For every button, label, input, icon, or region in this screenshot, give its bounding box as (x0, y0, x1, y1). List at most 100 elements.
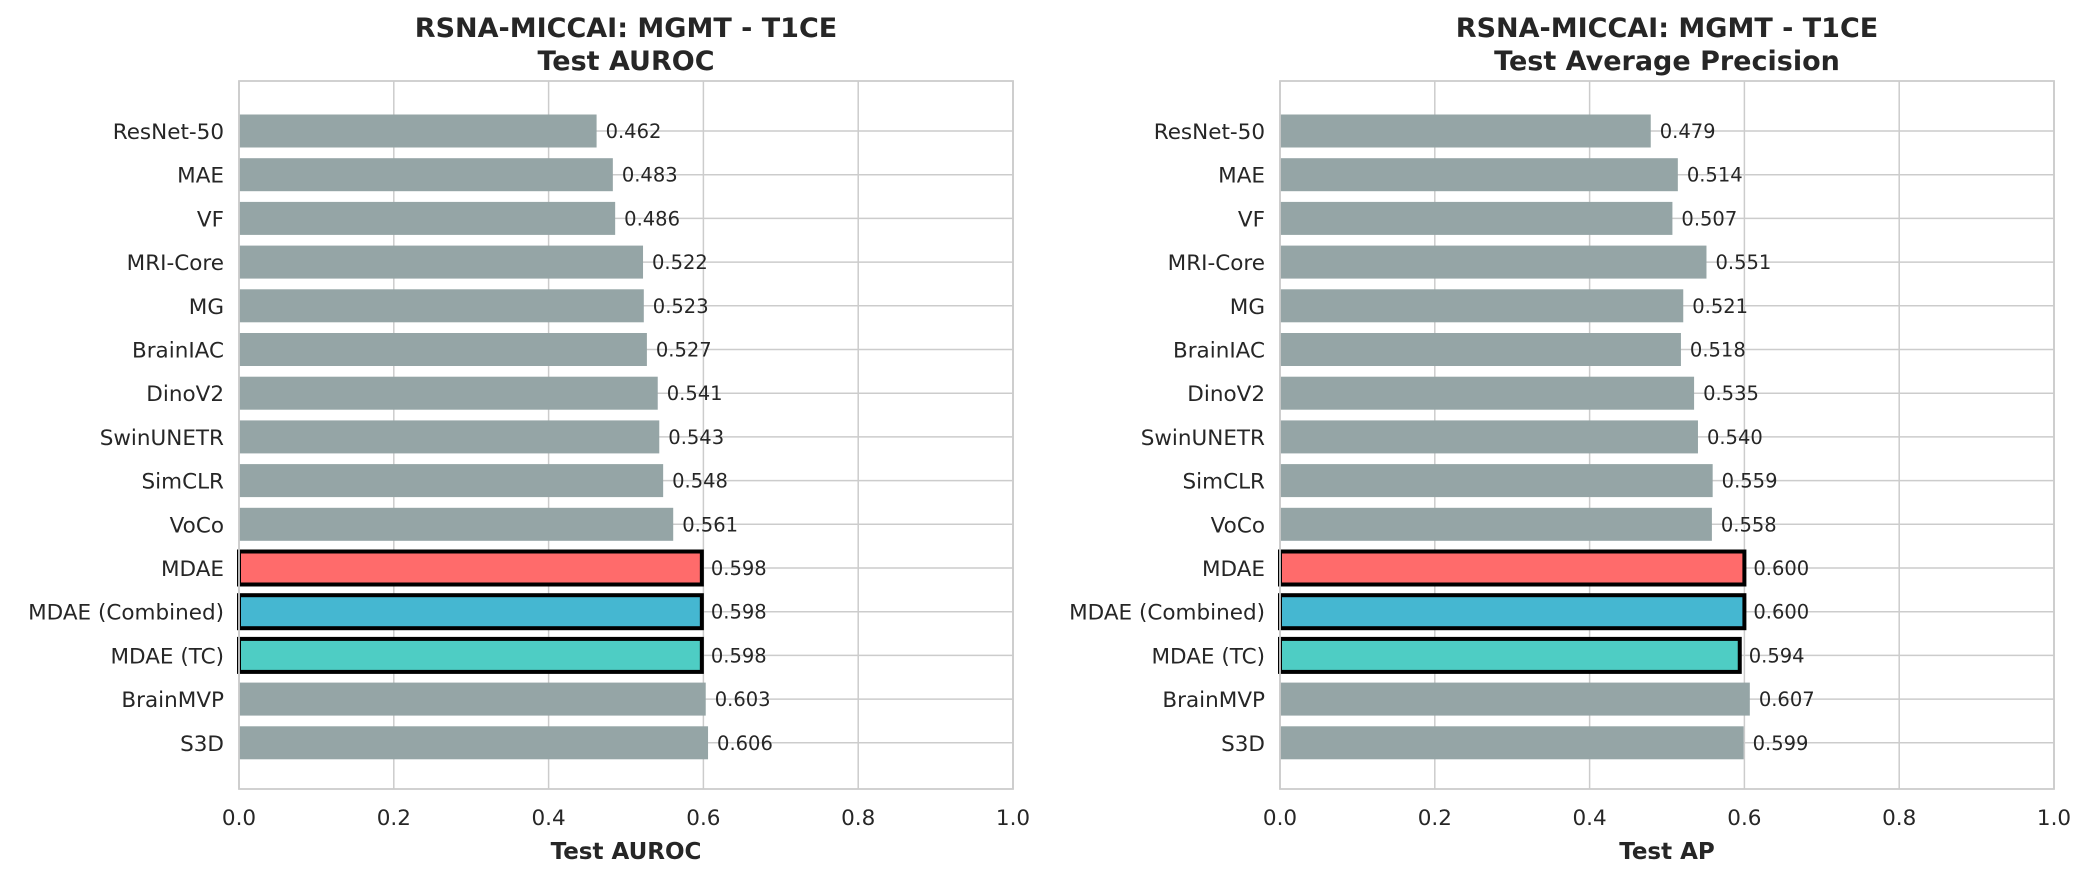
data-label: 0.548 (672, 470, 728, 493)
data-label: 0.606 (717, 732, 773, 755)
category-label: VoCo (1211, 513, 1265, 538)
data-label: 0.518 (1690, 339, 1746, 362)
data-label: 0.594 (1749, 644, 1805, 667)
data-label: 0.527 (656, 339, 712, 362)
bar-mri-core (1280, 245, 1707, 279)
x-tick-label: 0.2 (1418, 806, 1452, 831)
category-label: S3D (1221, 732, 1265, 757)
bar-brainiac (239, 333, 647, 366)
data-label: 0.598 (711, 601, 767, 624)
data-label: 0.551 (1715, 251, 1771, 274)
bar-brainiac (1280, 333, 1681, 366)
bar-s3d (1280, 726, 1744, 760)
category-label: ResNet-50 (113, 120, 224, 145)
data-label: 0.603 (715, 688, 771, 711)
bar-mae (1280, 158, 1678, 192)
category-label: ResNet-50 (1154, 120, 1265, 145)
chart-title-line: RSNA-MICCAI: MGMT - T1CE (1456, 13, 1878, 44)
bar-mg (1280, 289, 1684, 323)
data-label: 0.600 (1753, 601, 1809, 624)
data-label: 0.600 (1753, 557, 1809, 580)
x-tick-label: 1.0 (996, 806, 1030, 831)
bar-vf (239, 201, 616, 235)
data-label: 0.540 (1707, 426, 1763, 449)
bar-swinunetr (239, 420, 660, 454)
category-label: VF (197, 207, 224, 232)
bar-resnet-50 (239, 114, 597, 148)
data-label: 0.486 (624, 207, 680, 230)
data-label: 0.462 (606, 120, 662, 143)
data-label: 0.507 (1681, 207, 1737, 230)
chart-title-line: RSNA-MICCAI: MGMT - T1CE (415, 13, 837, 44)
category-label: VoCo (170, 513, 224, 538)
x-axis-label: Test AP (1619, 839, 1715, 865)
data-label: 0.559 (1722, 470, 1778, 493)
x-tick-label: 0.8 (841, 806, 875, 831)
data-label: 0.561 (682, 513, 738, 536)
chart-title: RSNA-MICCAI: MGMT - T1CE Test Average Pre… (1456, 13, 1878, 77)
x-tick-label: 0.2 (377, 806, 411, 831)
category-label: MDAE (1202, 557, 1265, 582)
bar-mdae-tc (237, 636, 704, 674)
x-tick-label: 0.6 (1727, 806, 1761, 831)
data-label: 0.598 (711, 557, 767, 580)
bar-mdae-combined (237, 593, 704, 631)
x-tick-label: 1.0 (2037, 806, 2071, 831)
category-label: BrainMVP (121, 688, 224, 713)
data-label: 0.514 (1687, 164, 1743, 187)
category-label: MDAE (TC) (1151, 644, 1265, 669)
ap-panel: RSNA-MICCAI: MGMT - T1CE Test Average Pre… (1069, 13, 2071, 865)
data-label: 0.523 (653, 295, 709, 318)
bar-simclr (239, 464, 664, 498)
category-label: MRI-Core (1168, 251, 1265, 276)
data-label: 0.479 (1660, 120, 1716, 143)
axes-frame (238, 80, 1014, 790)
category-label: MDAE (Combined) (1069, 601, 1265, 626)
bar-mdae-combined (1278, 593, 1747, 631)
data-label: 0.483 (622, 164, 678, 187)
category-label: S3D (180, 732, 224, 757)
chart-title: RSNA-MICCAI: MGMT - T1CE Test AUROC (415, 13, 837, 77)
category-label: BrainIAC (132, 339, 224, 364)
data-label: 0.599 (1753, 732, 1809, 755)
data-label: 0.598 (711, 644, 767, 667)
bar-mri-core (239, 245, 644, 279)
x-axis-label: Test AUROC (551, 839, 702, 865)
category-label: MG (189, 295, 224, 320)
category-label: MRI-Core (127, 251, 224, 276)
category-label: SwinUNETR (1141, 426, 1265, 451)
bar-mdae (1278, 549, 1747, 587)
bar-mdae (237, 549, 704, 587)
category-label: MAE (177, 164, 224, 189)
category-label: MG (1230, 295, 1265, 320)
chart-title-line: Test AUROC (537, 46, 714, 77)
bar-brainmvp (239, 682, 706, 716)
x-tick-label: 0.4 (531, 806, 565, 831)
data-label: 0.543 (668, 426, 724, 449)
category-label: BrainMVP (1162, 688, 1265, 713)
category-label: BrainIAC (1173, 339, 1265, 364)
bar-resnet-50 (1280, 114, 1651, 148)
category-label: SwinUNETR (100, 426, 224, 451)
x-tick-label: 0.6 (686, 806, 720, 831)
category-label: MDAE (161, 557, 224, 582)
data-label: 0.521 (1692, 295, 1748, 318)
bar-s3d (239, 726, 709, 760)
category-label: SimCLR (1183, 470, 1266, 495)
bar-voco (1280, 507, 1712, 541)
data-label: 0.522 (652, 251, 708, 274)
x-tick-label: 0.4 (1572, 806, 1606, 831)
category-label: DinoV2 (146, 382, 224, 407)
data-label: 0.607 (1759, 688, 1815, 711)
bar-mdae-tc (1278, 636, 1742, 674)
bar-vf (1280, 201, 1673, 235)
data-label: 0.541 (667, 382, 723, 405)
x-tick-label: 0.0 (222, 806, 256, 831)
bar-voco (239, 507, 674, 541)
category-label: VF (1238, 207, 1265, 232)
x-tick-label: 0.0 (1263, 806, 1297, 831)
bar-simclr (1280, 464, 1713, 498)
category-label: MDAE (TC) (110, 644, 224, 669)
category-label: SimCLR (142, 470, 225, 495)
data-label: 0.558 (1721, 513, 1777, 536)
